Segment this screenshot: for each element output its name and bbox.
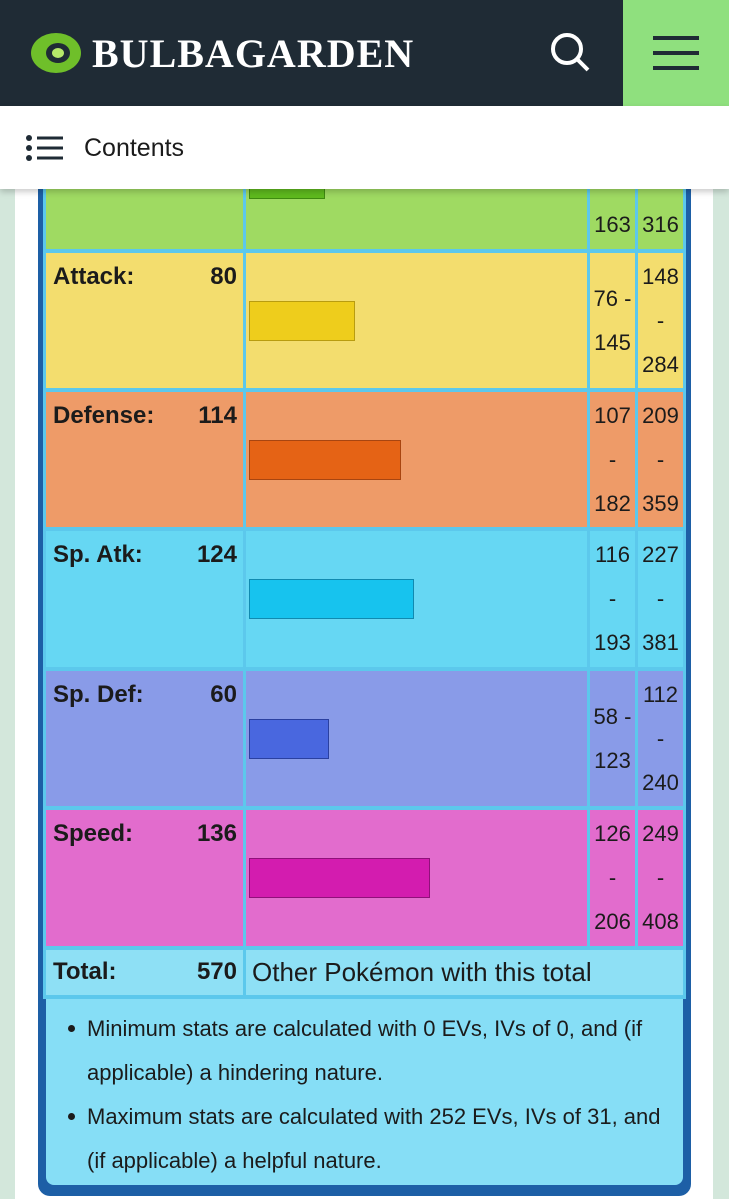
note: Minimum stats are calculated with 0 EVs,… [87, 1016, 643, 1085]
total-label-cell: Total: 570 [46, 950, 243, 995]
stat-label: Defense: [53, 402, 155, 429]
stat-label: Sp. Def: [53, 681, 144, 708]
bar-cell [246, 671, 587, 806]
header: BULBAGARDEN [0, 0, 729, 106]
note-bullet [68, 1025, 75, 1032]
min-range: 163 [594, 212, 631, 237]
stat-bar [249, 440, 401, 480]
min-cell: 116 - 193 [590, 531, 635, 667]
stat-bar [249, 301, 356, 341]
menu-icon [653, 36, 699, 70]
min-cell: 107 - 182 [590, 392, 635, 527]
max-cell: 249 - 408 [638, 810, 683, 946]
stat-bar [249, 858, 430, 898]
max-cell: 227 - 381 [638, 531, 683, 667]
menu-button[interactable] [623, 0, 729, 106]
min-cell: 126 - 206 [590, 810, 635, 946]
stat-value: 80 [210, 263, 237, 290]
min-range: 116 - 193 [594, 542, 631, 655]
bar-cell [246, 253, 587, 388]
min-cell: 76 - 145 [590, 253, 635, 388]
label-cell: Defense: 114 [46, 392, 243, 527]
stat-label: Attack: [53, 263, 135, 290]
total-value: 570 [196, 958, 237, 985]
max-cell: 209 - 359 [638, 392, 683, 527]
stat-bar [249, 719, 329, 759]
total-link-cell: Other Pokémon with this total [246, 950, 683, 995]
search-icon[interactable] [548, 30, 592, 74]
max-range: 112 - 240 [642, 681, 679, 795]
bar-cell [246, 392, 587, 527]
stat-value: 136 [196, 820, 237, 847]
stat-label: Speed: [53, 820, 134, 847]
label-cell: Sp. Atk: 124 [46, 531, 243, 667]
site-name[interactable]: BULBAGARDEN [92, 31, 415, 76]
stat-label: Sp. Atk: [53, 541, 143, 568]
min-range: 76 - 145 [593, 285, 632, 355]
label-cell: Speed: 136 [46, 810, 243, 946]
max-range: 209 - 359 [642, 402, 679, 516]
stat-value: 60 [210, 681, 237, 708]
min-range: 107 - 182 [594, 402, 631, 516]
toc-icon [26, 135, 63, 161]
max-range: 148 - 284 [642, 263, 679, 377]
label-cell: Sp. Def: 60 [46, 671, 243, 806]
total-link[interactable]: Other Pokémon with this total [252, 957, 592, 987]
note: Maximum stats are calculated with 252 EV… [87, 1104, 661, 1173]
min-range: 126 - 206 [594, 821, 631, 934]
total-label: Total: [53, 958, 117, 985]
label-cell: Attack: 80 [46, 253, 243, 388]
note-bullet [68, 1113, 75, 1120]
bar-cell [246, 810, 587, 946]
logo[interactable] [28, 28, 84, 78]
toc-label[interactable]: Contents [84, 134, 185, 162]
min-cell: 58 - 123 [590, 671, 635, 806]
notes: Minimum stats are calculated with 0 EVs,… [46, 999, 683, 1185]
min-range: 58 - 123 [593, 703, 632, 773]
stat-value: 114 [198, 402, 237, 429]
bar-cell [246, 531, 587, 667]
max-range: 227 - 381 [642, 542, 679, 655]
max-range: 249 - 408 [642, 821, 679, 934]
toc-bar[interactable]: Contents [0, 106, 729, 189]
max-range: 316 [642, 212, 679, 237]
stat-value: 124 [196, 541, 237, 568]
max-cell: 148 - 284 [638, 253, 683, 388]
max-cell: 112 - 240 [638, 671, 683, 806]
stat-bar [249, 579, 414, 619]
